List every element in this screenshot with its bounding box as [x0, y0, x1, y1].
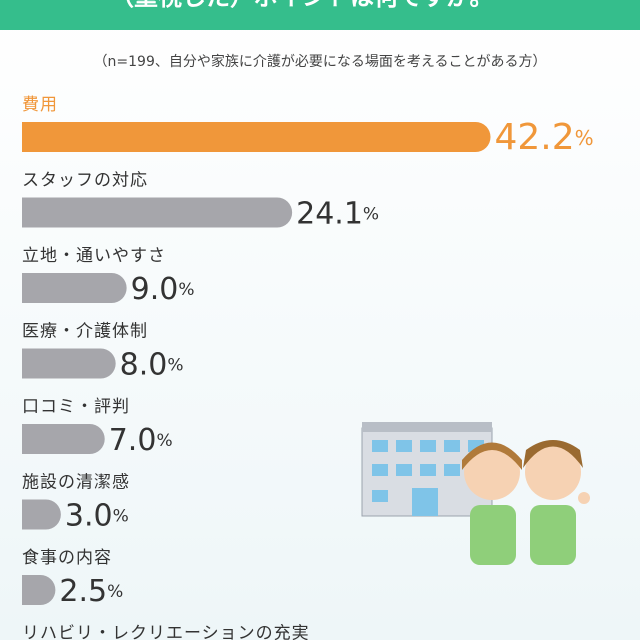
value-label: 24.1%: [296, 196, 379, 231]
chart-subtitle: （n=199、自分や家族に介護が必要になる場面を考えることがある方）: [94, 53, 547, 70]
bar: [22, 122, 491, 152]
bar: [22, 499, 61, 530]
bar: [22, 575, 56, 605]
value-label: 3.0%: [65, 498, 129, 533]
value-label: 2.5%: [59, 574, 123, 609]
category-label: 食事の内容: [22, 548, 112, 568]
category-label: 費用: [22, 95, 58, 115]
category-label: スタッフの対応: [22, 171, 148, 191]
bar: [22, 197, 293, 228]
illustration: [361, 422, 590, 565]
category-label: 口コミ・評判: [22, 397, 130, 417]
bar: [22, 348, 116, 379]
category-label: 施設の清潔感: [22, 473, 130, 493]
header-banner: [0, 0, 640, 30]
category-label: リハビリ・レクリエーションの充実: [22, 624, 310, 640]
bar: [22, 424, 105, 454]
value-label: 7.0%: [109, 423, 173, 458]
category-label: 立地・通いやすさ: [22, 246, 166, 266]
value-label: 8.0%: [120, 347, 184, 382]
value-label: 9.0%: [131, 272, 195, 307]
chart-title: （重視した）ポイントは何ですか。: [110, 0, 494, 11]
bar: [22, 273, 127, 303]
value-label: 42.2%: [495, 117, 594, 158]
category-label: 医療・介護体制: [22, 322, 148, 342]
